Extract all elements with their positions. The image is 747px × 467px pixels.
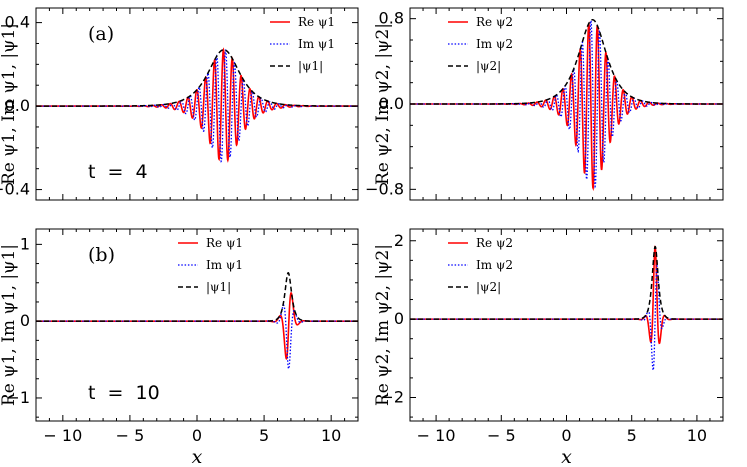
- panel-p-a-right: −0.8 0.0 0.8Re ψ2, Im ψ2, |ψ2| Re ψ2 Im ψ2 |ψ…: [365, 7, 724, 201]
- panel-p-a-left: −0.4 0.0 0.4Re ψ1, Im ψ1, |ψ1| (a) t = 4 Re ψ…: [0, 7, 359, 201]
- time-label: t = 10: [88, 382, 160, 404]
- y-tick-label: −0.4: [0, 180, 30, 199]
- y-tick-label: −1: [6, 388, 30, 407]
- legend: Re ψ1 Im ψ1 |ψ1|: [178, 236, 243, 294]
- y-tick-label: 0: [394, 309, 404, 328]
- x-axis-label: x: [192, 446, 203, 467]
- legend-label: Im ψ1: [298, 37, 335, 51]
- x-tick-label: 5: [259, 426, 269, 445]
- x-tick-label: 5: [627, 426, 637, 445]
- curves: [410, 245, 723, 372]
- x-axis-label: x: [561, 446, 572, 467]
- y-axis-label: Re ψ2, Im ψ2, |ψ2|: [373, 23, 393, 185]
- y-tick-label: 0.0: [5, 96, 30, 115]
- curves: [36, 271, 358, 370]
- y-tick-label: −0.8: [365, 179, 404, 198]
- y-tick-label: −2: [380, 387, 404, 406]
- x-tick-label: − 10: [417, 426, 456, 445]
- series-re: [410, 245, 723, 345]
- legend-label: Re ψ2: [476, 236, 513, 250]
- series-abs: [36, 48, 358, 107]
- series-abs: [410, 245, 723, 320]
- legend-label: |ψ1|: [298, 59, 323, 73]
- series-im: [410, 263, 723, 372]
- y-tick-label: 0.0: [379, 94, 404, 113]
- curves: [410, 18, 723, 192]
- x-tick-label: 0: [192, 426, 202, 445]
- x-tick-label: 0: [561, 426, 571, 445]
- legend: Re ψ1 Im ψ1 |ψ1|: [270, 15, 335, 73]
- y-tick-label: 1: [20, 234, 30, 253]
- y-axis-label: Re ψ1, Im ψ1, |ψ1|: [0, 244, 19, 406]
- series-abs: [36, 271, 358, 322]
- plot-frame: [35, 228, 359, 422]
- x-tick-label: − 5: [487, 426, 516, 445]
- y-tick-label: 0.4: [5, 13, 30, 32]
- panel-p-b-left: − 10 − 5 0 5 10 −1 0 1Re ψ1, Im ψ1, |ψ1| x (b) t =…: [0, 228, 359, 467]
- curves: [36, 47, 358, 163]
- legend-label: Re ψ1: [298, 15, 335, 29]
- series-im: [410, 20, 723, 189]
- x-tick-label: − 10: [43, 426, 82, 445]
- legend-label: Im ψ1: [206, 258, 243, 272]
- y-tick-label: 2: [394, 231, 404, 250]
- plot-frame: [409, 228, 724, 422]
- legend-label: |ψ2|: [476, 280, 501, 294]
- y-tick-label: 0.8: [379, 9, 404, 28]
- legend: Re ψ2 Im ψ2 |ψ2|: [448, 15, 513, 73]
- series-re: [36, 291, 358, 360]
- series-im: [36, 304, 358, 370]
- time-label: t = 4: [88, 161, 148, 183]
- x-tick-label: 10: [687, 426, 707, 445]
- series-abs: [410, 18, 723, 105]
- panel-p-b-right: − 10 − 5 0 5 10 −2 0 2Re ψ2, Im ψ2, |ψ2| x Re ψ2 I…: [373, 228, 724, 467]
- legend-label: Im ψ2: [476, 258, 513, 272]
- y-axis-label: Re ψ1, Im ψ1, |ψ1|: [0, 23, 19, 185]
- panel-label: (a): [88, 23, 114, 45]
- y-tick-label: 0: [20, 311, 30, 330]
- legend: Re ψ2 Im ψ2 |ψ2|: [448, 236, 513, 294]
- legend-label: Re ψ2: [476, 15, 513, 29]
- legend-label: Re ψ1: [206, 236, 243, 250]
- legend-label: |ψ1|: [206, 280, 231, 294]
- panel-label: (b): [88, 244, 115, 266]
- y-axis-label: Re ψ2, Im ψ2, |ψ2|: [373, 244, 393, 406]
- x-tick-label: − 5: [116, 426, 145, 445]
- legend-label: |ψ2|: [476, 59, 501, 73]
- legend-label: Im ψ2: [476, 37, 513, 51]
- series-re: [410, 21, 723, 192]
- x-tick-label: 10: [321, 426, 341, 445]
